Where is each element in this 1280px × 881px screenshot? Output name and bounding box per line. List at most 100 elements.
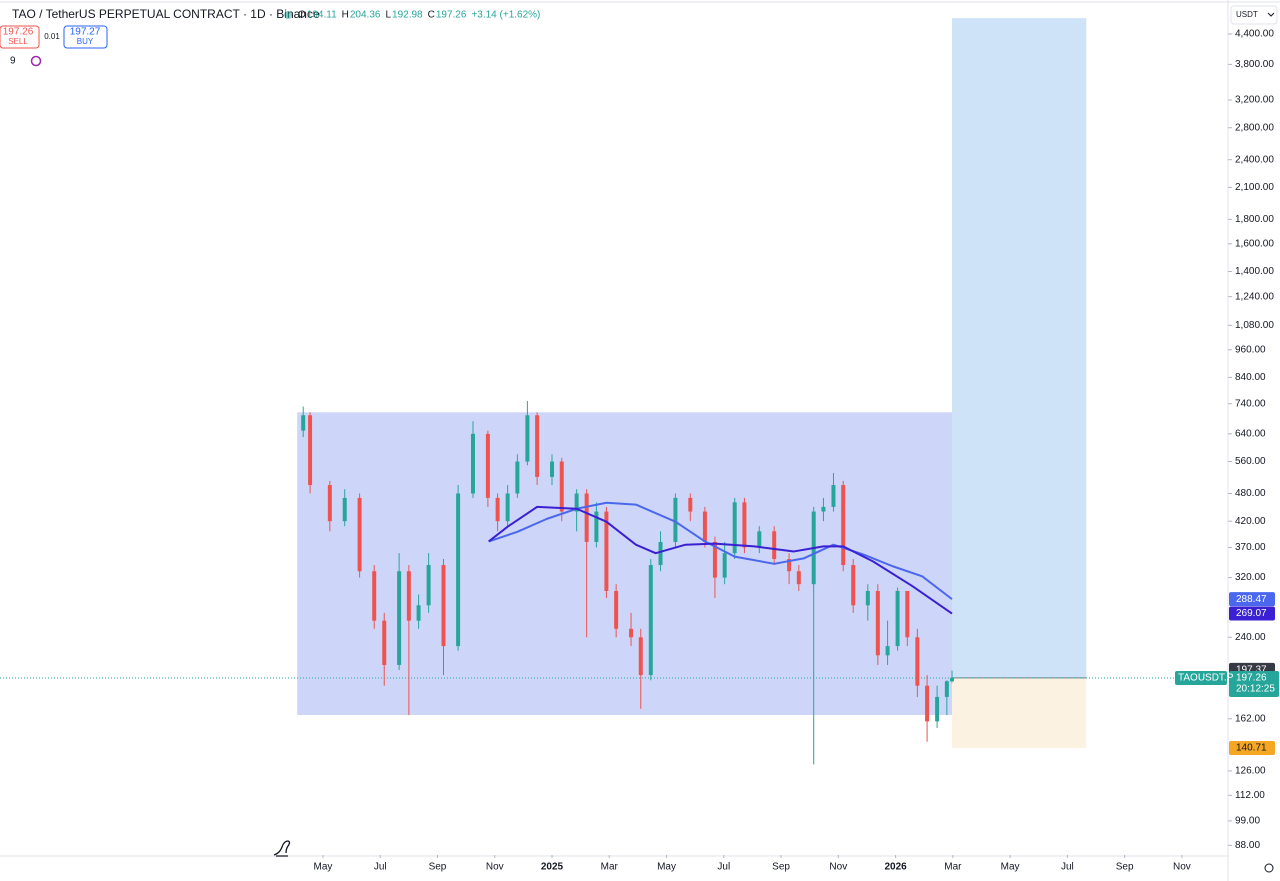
candle-body xyxy=(841,485,846,566)
candle-body xyxy=(535,415,540,477)
candle-body xyxy=(673,497,678,542)
dropdown-arrow xyxy=(1267,12,1275,17)
candle-body xyxy=(944,681,949,697)
x-tick-label: 2026 xyxy=(884,862,907,873)
position-stop xyxy=(951,677,1087,749)
candle-body xyxy=(301,415,306,431)
y-tick-label: 1,600.00 xyxy=(1235,238,1274,249)
candle-body xyxy=(550,461,555,477)
candle-body xyxy=(658,541,663,566)
candle-body xyxy=(594,511,599,542)
candle-body xyxy=(757,531,762,548)
candle-body xyxy=(406,571,411,621)
buy-button[interactable] xyxy=(63,25,108,49)
candle-body xyxy=(865,590,870,606)
x-tick-label: Jul xyxy=(717,862,730,873)
x-tick-label: Nov xyxy=(486,862,504,873)
status-dot xyxy=(284,11,292,19)
stop-tag xyxy=(1229,741,1275,756)
indicator-icon[interactable] xyxy=(30,55,42,67)
x-tick-label: Sep xyxy=(772,862,790,873)
y-tick-label: 960.00 xyxy=(1235,344,1266,355)
candle-body xyxy=(342,497,347,522)
ohlc-label: L xyxy=(385,10,391,21)
x-tick-label: Mar xyxy=(944,862,962,873)
candle-body xyxy=(308,415,313,486)
spread: 0.01 xyxy=(44,32,60,41)
y-tick-label: 1,800.00 xyxy=(1235,214,1274,225)
candle-body xyxy=(851,565,856,606)
candle-body xyxy=(515,461,520,494)
sell-label: SELL xyxy=(8,37,28,46)
y-tick-label: 2,400.00 xyxy=(1235,154,1274,165)
moving-average xyxy=(488,505,953,615)
dino-icon xyxy=(273,840,291,857)
currency-select[interactable] xyxy=(1230,5,1278,25)
y-tick-label: 840.00 xyxy=(1235,372,1266,383)
candle-body xyxy=(821,506,826,512)
candle-body xyxy=(604,511,609,591)
x-tick-label: Nov xyxy=(1173,862,1191,873)
candle-body xyxy=(574,493,579,512)
x-tick-label: Mar xyxy=(601,862,619,873)
candle-body xyxy=(629,628,634,638)
x-tick-label: 2025 xyxy=(541,862,564,873)
ohlc-value: 204.36 xyxy=(350,10,381,21)
y-tick-label: 3,800.00 xyxy=(1235,59,1274,70)
x-tick-label: Jul xyxy=(1061,862,1074,873)
y-tick-label: 2,100.00 xyxy=(1235,182,1274,193)
ohlc-label: C xyxy=(428,10,435,21)
y-tick-label: 560.00 xyxy=(1235,456,1266,467)
symbol-label: TAOUSDT.P xyxy=(1178,673,1234,684)
candle-body xyxy=(416,605,421,621)
y-tick-label: 480.00 xyxy=(1235,488,1266,499)
candle-body xyxy=(787,559,792,572)
y-tick-label: 740.00 xyxy=(1235,398,1266,409)
buy-price: 197.27 xyxy=(70,27,101,38)
y-tick-label: 2,800.00 xyxy=(1235,122,1274,133)
ma-price-tag xyxy=(1229,606,1275,621)
ohlc-value: 192.98 xyxy=(392,10,423,21)
y-tick-label: 162.00 xyxy=(1235,713,1266,724)
candle-body xyxy=(357,497,362,572)
settings-icon[interactable] xyxy=(1264,863,1274,873)
candle-body xyxy=(372,571,377,621)
change: +3.14 (+1.62%) xyxy=(471,10,540,21)
candle-body xyxy=(742,502,747,548)
sell-button[interactable] xyxy=(0,25,40,49)
candle-body xyxy=(327,485,332,522)
candle-body xyxy=(495,497,500,522)
candle-body xyxy=(648,565,653,676)
sell-price: 197.26 xyxy=(3,27,34,38)
range-box xyxy=(297,412,952,715)
y-tick-label: 88.00 xyxy=(1235,840,1260,851)
indicator-count: 9 xyxy=(10,56,16,67)
x-tick-label: May xyxy=(1001,862,1020,873)
candle-body xyxy=(688,497,693,512)
last-price-tag xyxy=(1229,670,1279,697)
stop-label: 140.71 xyxy=(1236,743,1267,754)
y-tick-label: 320.00 xyxy=(1235,572,1266,583)
x-tick-label: Sep xyxy=(1116,862,1134,873)
candle-body xyxy=(470,433,475,494)
candle-body xyxy=(614,590,619,629)
candle-body xyxy=(525,415,530,462)
y-tick-label: 370.00 xyxy=(1235,542,1266,553)
y-tick-label: 126.00 xyxy=(1235,766,1266,777)
candle-body xyxy=(772,531,777,560)
candle-body xyxy=(875,590,880,656)
marker-price: 197.37 xyxy=(1236,664,1267,675)
x-tick-label: May xyxy=(657,862,676,873)
candle-body xyxy=(584,493,589,542)
candle-body xyxy=(382,620,387,665)
candle-body xyxy=(935,696,940,722)
candle-body xyxy=(456,493,461,647)
x-tick-label: May xyxy=(314,862,333,873)
last-price: 197.26 xyxy=(1236,673,1267,684)
x-tick-label: Nov xyxy=(829,862,847,873)
candle-body xyxy=(397,571,402,665)
candle-body xyxy=(885,646,890,656)
candle-body xyxy=(915,637,920,686)
plot xyxy=(0,18,1228,765)
